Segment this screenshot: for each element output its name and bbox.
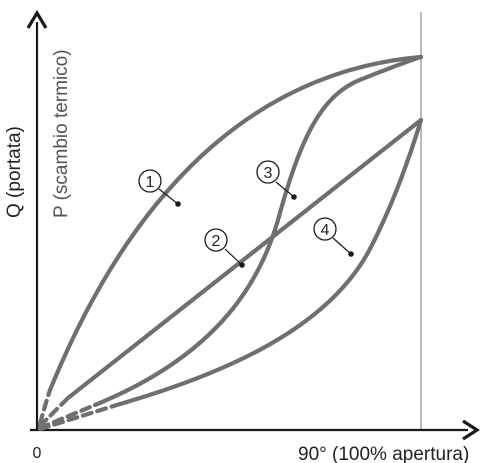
curve-label-3: 3 [256,160,280,184]
curves [37,54,424,432]
curve-2 [65,117,424,401]
curve-label-2-circle [204,228,228,252]
curve-1-leader [158,188,179,205]
curve-4-leader [332,237,352,255]
curve-label-1-circle [138,169,162,193]
axes [26,9,480,441]
curve-label-4-circle [313,217,337,241]
curve-label-3-text: 3 [264,165,273,182]
y-axis-label-primary: Q (portata) [4,126,25,218]
curve-label-2: 2 [204,228,228,252]
curve-label-1: 1 [138,169,162,193]
curve-1 [47,54,424,393]
callout-leaders [158,181,352,266]
curve-2-dashed-start [37,395,71,429]
curve-4-dashed-start [37,401,123,432]
curve-4 [117,117,424,407]
curve-label-1-text: 1 [146,174,155,191]
y-axis-arrow-icon [26,9,48,29]
x-axis-arrow-icon [462,419,480,441]
curve-3-dashed-start [37,402,98,431]
y-axis-label-secondary: P (scambio termico) [51,49,72,218]
curve-3 [92,54,424,408]
curve-3-leader [275,181,295,198]
curve-label-4: 4 [313,217,337,241]
curve-label-4-text: 4 [321,222,330,239]
curve-2-leader [224,248,243,266]
x-axis-end-label: 90° (100% apertura) [298,444,469,463]
x-axis-origin-label: 0 [33,445,42,462]
curve-label-3-circle [256,160,280,184]
curve-1-dashed-start [37,387,53,427]
curve-label-2-text: 2 [212,233,221,250]
